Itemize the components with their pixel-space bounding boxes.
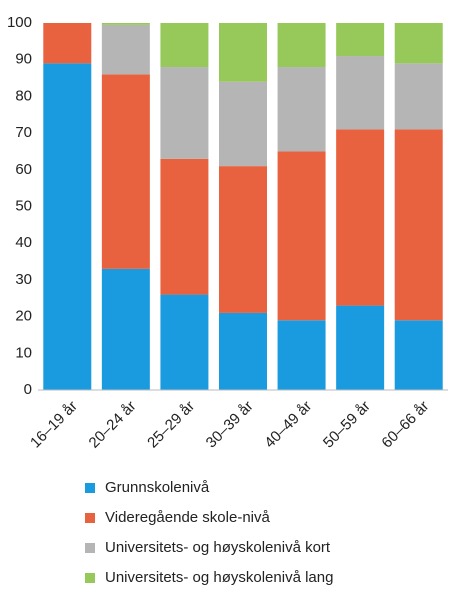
- bar-segment: [219, 23, 267, 82]
- bar-segment: [336, 305, 385, 390]
- y-tick-label: 80: [15, 87, 32, 104]
- y-tick-label: 70: [15, 124, 32, 141]
- x-tick-label: 20–24 år: [86, 398, 140, 452]
- x-tick-label: 16–19 år: [27, 398, 81, 452]
- legend-label: Videregående skole-nivå: [105, 509, 270, 526]
- y-tick-label: 50: [15, 197, 32, 214]
- legend-swatch: [85, 513, 95, 523]
- y-tick-label: 0: [24, 381, 32, 398]
- legend-swatch: [85, 573, 95, 583]
- bar-segment: [277, 67, 326, 152]
- x-tick-label: 40–49 år: [261, 398, 315, 452]
- y-tick-label: 100: [7, 14, 32, 31]
- bar-segment: [336, 23, 385, 57]
- y-tick-label: 30: [15, 271, 32, 288]
- bar-segment: [277, 23, 326, 68]
- legend-swatch: [85, 483, 95, 493]
- legend-label: Universitets- og høyskolenivå kort: [105, 539, 331, 556]
- bar-segment: [101, 23, 150, 25]
- bar-segment: [160, 294, 209, 390]
- y-tick-label: 20: [15, 308, 32, 325]
- bar-segment: [160, 23, 209, 68]
- bar-segment: [277, 151, 326, 321]
- bar-segment: [160, 67, 209, 159]
- y-tick-label: 10: [15, 344, 32, 361]
- bar-segment: [336, 56, 385, 130]
- legend-label: Universitets- og høyskolenivå lang: [105, 569, 333, 586]
- x-tick-label: 50–59 år: [320, 398, 374, 452]
- y-tick-label: 40: [15, 234, 32, 251]
- bar-segment: [219, 166, 267, 313]
- bar-segment: [394, 63, 443, 130]
- bar-segment: [160, 158, 209, 295]
- x-tick-label: 25–29 år: [144, 398, 198, 452]
- y-tick-label: 90: [15, 51, 32, 68]
- bar-segment: [101, 24, 150, 75]
- legend-swatch: [85, 543, 95, 553]
- bar-segment: [43, 63, 92, 391]
- y-tick-label: 60: [15, 161, 32, 178]
- x-tick-label: 30–39 år: [203, 398, 257, 452]
- bar-segment: [336, 129, 385, 306]
- bar-segment: [394, 320, 443, 390]
- bar-segment: [219, 312, 267, 390]
- bar-segment: [101, 74, 150, 269]
- bar-segment: [219, 81, 267, 167]
- bar-segment: [394, 23, 443, 64]
- bar-segment: [43, 23, 92, 64]
- bar-segment: [277, 320, 326, 390]
- bar-segment: [394, 129, 443, 321]
- x-tick-label: 60–66 år: [378, 398, 432, 452]
- bar-segment: [101, 268, 150, 390]
- legend-label: Grunnskolenivå: [105, 479, 210, 496]
